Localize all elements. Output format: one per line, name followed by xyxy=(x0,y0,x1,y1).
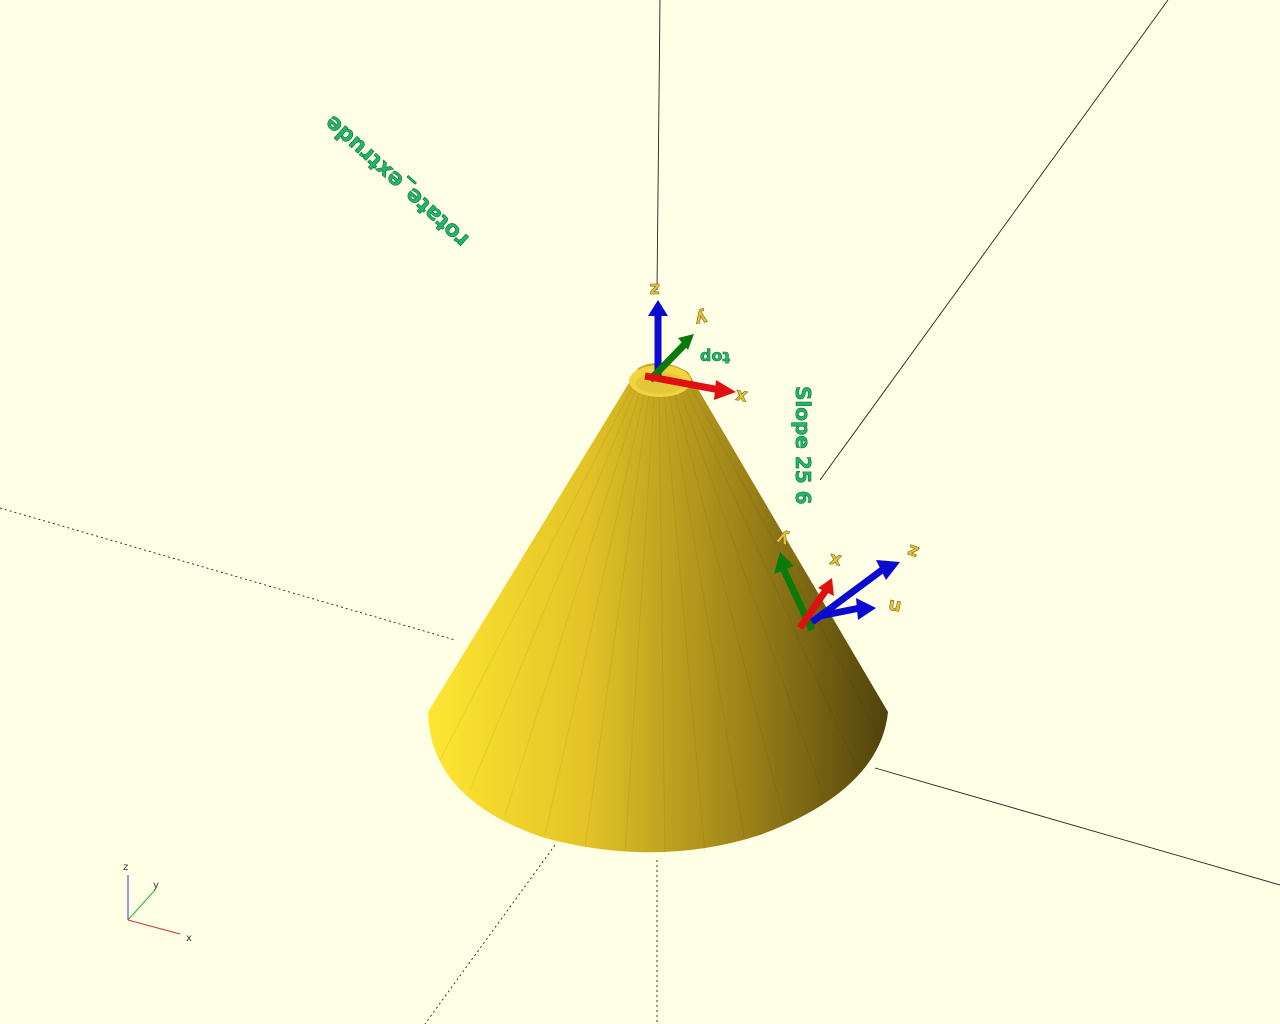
gizmo-x-axis xyxy=(127,919,181,935)
y-axis-negative xyxy=(424,844,556,1024)
top-marker: z y x top xyxy=(644,279,749,408)
axes-gizmo: z y x xyxy=(123,862,192,944)
side-x-arrow xyxy=(797,588,829,630)
gizmo-x-label: x xyxy=(186,933,192,944)
side-text-label: Slope 25 6 xyxy=(791,386,815,505)
x-axis-positive xyxy=(874,767,1280,886)
cone-object[interactable] xyxy=(428,362,888,858)
top-x-label: x xyxy=(733,385,748,408)
side-marker: y x z n xyxy=(773,527,922,632)
gizmo-z-label: z xyxy=(123,862,128,873)
z-axis-positive xyxy=(656,0,661,291)
side-n-label: n xyxy=(887,595,903,618)
gizmo-y-axis xyxy=(127,889,156,921)
top-small-label: top xyxy=(700,348,730,367)
side-x-label: x xyxy=(827,549,842,572)
top-y-label: y xyxy=(693,307,708,330)
top-y-arrow xyxy=(647,341,688,383)
cone-body xyxy=(428,362,888,853)
x-axis-negative xyxy=(0,507,456,641)
gizmo-y-label: y xyxy=(153,880,159,891)
top-z-label: z xyxy=(650,279,660,300)
side-z-label: z xyxy=(905,540,922,563)
top-x-arrow xyxy=(644,372,721,394)
side-n-arrow xyxy=(819,604,861,620)
top-text-label: rotate_extrude xyxy=(320,110,474,252)
y-axis-positive xyxy=(819,0,1169,481)
